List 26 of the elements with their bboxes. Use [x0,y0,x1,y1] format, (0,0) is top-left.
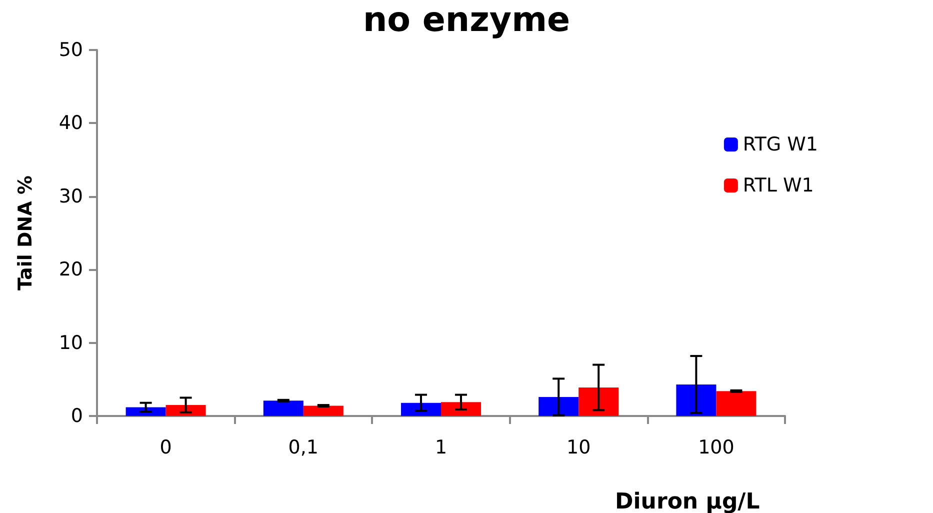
chart-title: no enzyme [362,0,570,40]
bar [401,402,441,416]
x-axis-title: Diuron µg/L [615,490,760,513]
bar [538,396,579,416]
x-tick-label: 1 [434,436,448,458]
x-tick-label: 0,1 [288,436,319,458]
bar [166,405,206,416]
bar [676,384,716,416]
y-axis-title: Tail DNA % [14,175,36,291]
bar [716,391,756,416]
x-tick-label: 0 [160,436,172,458]
bar [303,406,344,416]
x-tick-label: 10 [566,436,591,458]
y-tick-label: 30 [58,185,83,208]
y-tick-label: 40 [58,112,83,134]
y-tick-label: 50 [58,39,83,61]
legend-label: RTL W1 [742,174,814,196]
y-tick-label: 20 [58,258,83,281]
bar [126,407,166,416]
x-tick-label: 100 [698,436,734,458]
bar [263,400,304,416]
bar [578,387,619,416]
legend-label: RTG W1 [742,134,818,156]
y-tick-label: 10 [58,332,83,354]
y-tick-label: 0 [70,405,83,427]
bar [441,402,481,416]
